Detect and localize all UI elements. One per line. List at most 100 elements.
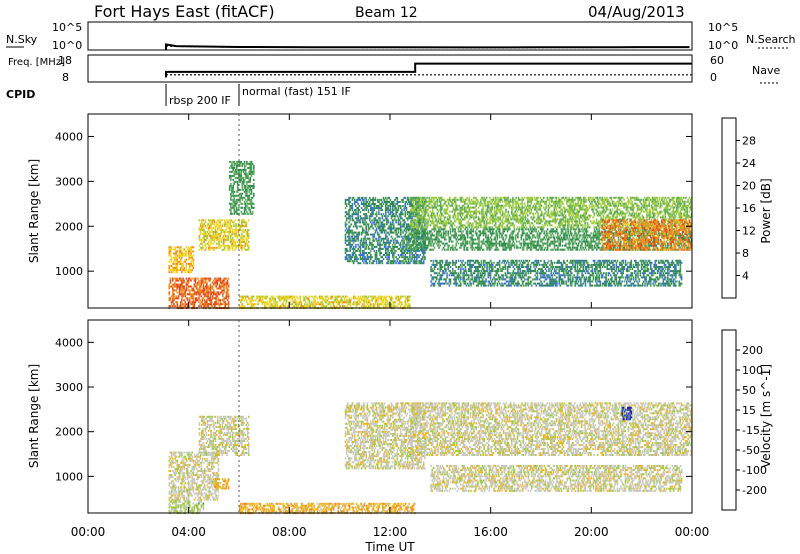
heatmap-cell [322,299,324,302]
heatmap-cell [421,207,424,210]
heatmap-cell [548,222,551,225]
heatmap-cell [504,196,506,199]
heatmap-cell [183,293,185,296]
heatmap-cell [207,240,210,243]
heatmap-cell [213,238,216,241]
heatmap-cell [375,207,378,210]
heatmap-cell [365,201,367,203]
heatmap-cell [398,243,401,246]
heatmap-cell [239,305,241,308]
heatmap-cell [456,206,458,209]
heatmap-cell [442,222,444,225]
heatmap-cell [236,208,239,211]
heatmap-cell [233,198,236,201]
heatmap-cell [626,196,629,199]
heatmap-cell [441,196,443,199]
heatmap-cell [389,225,392,228]
heatmap-cell [236,168,239,171]
heatmap-cell [351,203,354,205]
heatmap-cell [429,200,432,203]
heatmap-cell [539,204,542,207]
heatmap-cell [431,208,434,211]
heatmap-cell [179,277,182,280]
heatmap-cell [423,196,426,199]
heatmap-cell [334,295,337,298]
heatmap-cell [213,236,216,239]
heatmap-cell [561,212,563,215]
heatmap-cell [366,301,369,304]
heatmap-cell [249,198,252,201]
heatmap-cell [387,239,389,242]
heatmap-cell [361,305,363,308]
heatmap-cell [189,265,191,267]
heatmap-cell [489,212,491,215]
heatmap-cell [499,222,502,225]
heatmap-cell [348,229,350,232]
heatmap-cell [366,205,369,207]
heatmap-cell [235,198,238,201]
heatmap-cell [200,305,202,308]
heatmap-cell [283,305,286,308]
heatmap-cell [571,212,574,215]
heatmap-cell [431,214,434,217]
heatmap-cell [226,238,228,241]
heatmap-cell [594,200,597,203]
heatmap-cell [373,198,376,201]
heatmap-cell [178,250,181,253]
heatmap-cell [472,202,474,205]
heatmap-cell [435,224,437,227]
heatmap-cell [402,241,404,244]
heatmap-cell [468,210,471,213]
heatmap-cell [201,240,203,243]
heatmap-cell [470,224,473,227]
heatmap-cell [548,196,551,199]
heatmap-cell [265,301,267,304]
heatmap-cell [189,256,191,259]
heatmap-cell [563,210,566,213]
heatmap-cell [587,214,590,217]
heatmap-cell [226,299,229,302]
heatmap-cell [351,252,354,254]
heatmap-cell [347,260,349,263]
heatmap-cell [273,299,275,302]
heatmap-cell [250,160,253,163]
heatmap-cell [198,297,200,300]
heatmap-cell [468,198,471,201]
heatmap-cell [545,206,547,209]
heatmap-cell [544,222,546,225]
heatmap-cell [203,281,206,284]
heatmap-cell [250,301,252,304]
heatmap-cell [207,303,209,306]
heatmap-cell [580,208,583,211]
heatmap-cell [367,198,370,201]
heatmap-cell [186,303,189,306]
heatmap-cell [397,258,400,261]
heatmap-cell [231,231,234,233]
heatmap-cell [393,301,395,304]
heatmap-cell [353,221,356,224]
heatmap-cell [300,301,303,304]
heatmap-cell [460,222,463,225]
heatmap-cell [205,279,207,282]
heatmap-cell [349,231,351,234]
heatmap-cell [228,176,231,179]
heatmap-cell [411,256,413,259]
heatmap-cell [412,218,414,221]
heatmap-cell [234,235,236,237]
heatmap-cell [523,202,526,205]
heatmap-cell [568,212,570,215]
heatmap-cell [226,227,228,230]
heatmap-cell [379,235,381,238]
heatmap-cell [181,252,183,255]
heatmap-cell [250,202,253,205]
heatmap-cell [246,248,249,251]
heatmap-cell [586,224,589,227]
heatmap-cell [590,196,592,199]
heatmap-cell [360,258,363,261]
heatmap-cell [577,200,579,203]
heatmap-cell [179,305,182,308]
heatmap-cell [210,285,213,288]
heatmap-cell [189,269,191,272]
heatmap-cell [202,219,204,222]
heatmap-cell [244,229,247,232]
